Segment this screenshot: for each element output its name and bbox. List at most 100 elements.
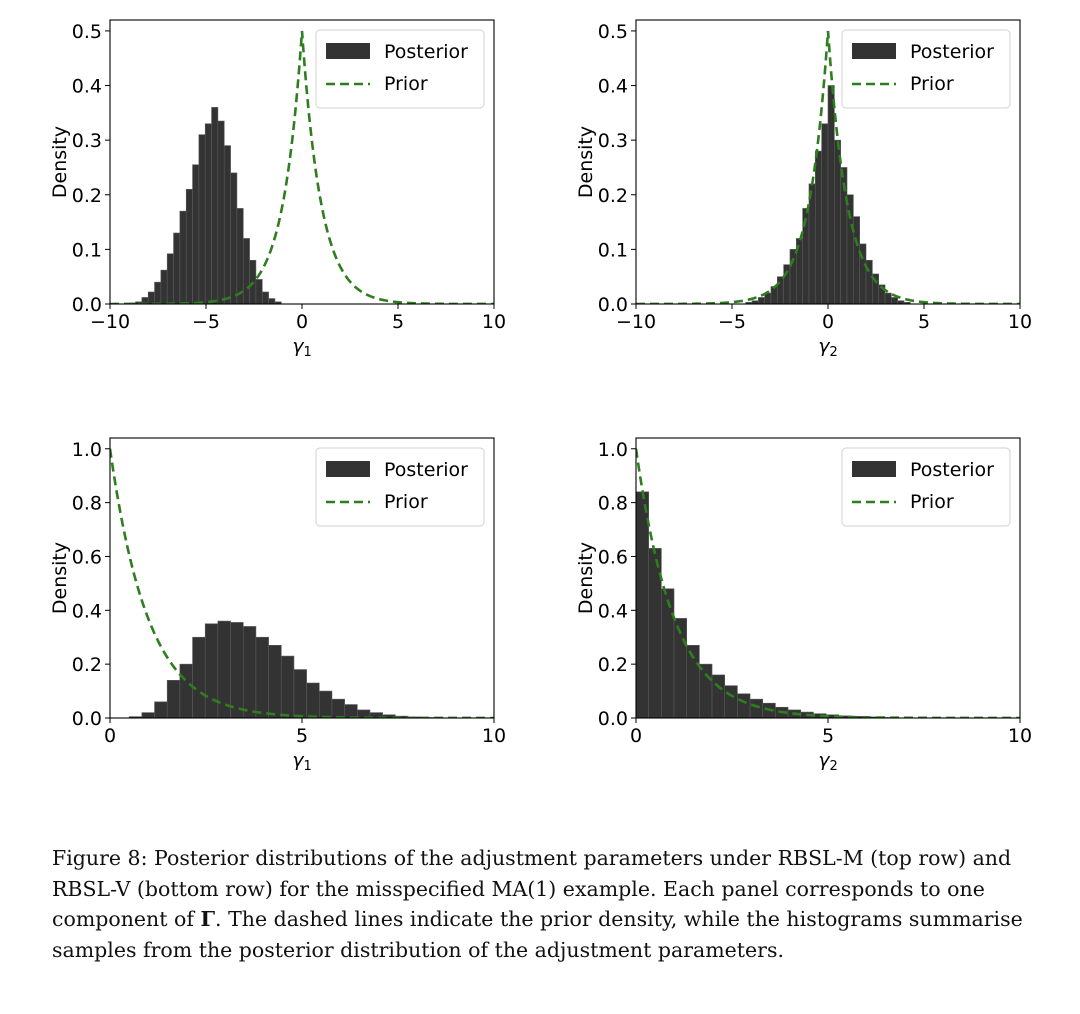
histogram-bar	[699, 663, 713, 718]
legend: Posterior Prior	[315, 29, 485, 109]
plot-area	[110, 448, 494, 718]
histogram-bar	[789, 249, 797, 304]
x-axis-label-symbol: γ	[292, 335, 305, 357]
histogram-bar	[827, 85, 835, 304]
histogram-bar	[891, 297, 898, 304]
histogram-bar	[758, 297, 765, 304]
histogram-bar	[884, 292, 892, 304]
y-axis-label: Density	[49, 542, 71, 614]
y-tick-label: 0.3	[72, 130, 102, 152]
posterior-histogram	[128, 107, 282, 304]
caption-text-before: Posterior distributions of the adjustmen…	[52, 846, 1012, 931]
histogram-bar	[141, 712, 155, 718]
x-axis-label-subscript: 2	[829, 759, 837, 774]
panel-top-right: −10 −5 0 5 10 0.0 0.1 0.2 0.3 0.4 0.5 γ2 Density Post…	[575, 19, 1032, 360]
histogram-bar	[192, 164, 200, 304]
histogram-bar	[242, 626, 257, 718]
y-tick-label: 0.2	[72, 654, 102, 676]
y-tick-label: 0.4	[72, 600, 102, 622]
histogram-bar	[318, 690, 333, 718]
panel-bottom-right: 0 5 10 0.0 0.2 0.4 0.6 0.8 1.0 γ2 Density Posterior…	[575, 437, 1032, 774]
histogram-bar	[179, 210, 187, 304]
x-axis-label-subscript: 1	[303, 345, 311, 360]
histogram-bar	[154, 701, 168, 718]
x-axis-label: γ2	[818, 749, 838, 774]
legend-posterior-label: Posterior	[384, 41, 468, 63]
posterior-histogram	[745, 85, 911, 304]
y-tick-label: 0.2	[72, 185, 102, 207]
legend-posterior-swatch	[852, 461, 896, 477]
x-tick-label: 0	[822, 311, 834, 333]
x-axis-label: γ2	[818, 335, 838, 360]
histogram-bar	[147, 291, 155, 304]
y-tick-label: 0.1	[72, 239, 102, 261]
y-tick-label: 0.2	[598, 654, 628, 676]
figure-caption: Figure 8: Posterior distributions of the…	[52, 843, 1062, 965]
y-tick-label: 0.0	[598, 294, 628, 316]
histogram-bar	[737, 693, 751, 718]
histogram-bar	[344, 704, 358, 718]
legend: Posterior Prior	[315, 447, 485, 527]
legend-posterior-swatch	[326, 43, 370, 59]
y-tick-label: 0.1	[598, 239, 628, 261]
panel-bottom-left: 0 5 10 0.0 0.2 0.4 0.6 0.8 1.0 γ1 Density Posterior…	[49, 437, 506, 774]
histogram-bar	[280, 655, 295, 718]
x-tick-label: 5	[392, 311, 404, 333]
x-tick-label: −5	[192, 311, 220, 333]
y-tick-label: 0.8	[598, 493, 628, 515]
histogram-bar	[217, 120, 225, 304]
y-axis-label: Density	[49, 126, 71, 198]
histogram-bar	[204, 123, 212, 304]
legend-posterior-label: Posterior	[910, 41, 994, 63]
y-tick-label: 0.6	[72, 546, 102, 568]
legend: Posterior Prior	[841, 29, 1011, 109]
histogram-bar	[268, 645, 282, 718]
x-tick-label: −5	[718, 311, 746, 333]
histogram-bar	[173, 232, 181, 304]
histogram-bar	[268, 298, 276, 304]
y-tick-label: 0.8	[72, 493, 102, 515]
histogram-bar	[166, 253, 174, 304]
histogram-bar	[834, 139, 841, 304]
histogram-bar	[808, 183, 816, 304]
x-tick-label: 10	[1008, 311, 1032, 333]
plot-area	[636, 448, 1020, 718]
x-tick-label: −10	[90, 311, 130, 333]
histogram-bar	[749, 698, 764, 718]
y-axis-label: Density	[575, 542, 597, 614]
x-tick-label: 5	[822, 725, 834, 747]
histogram-bar	[166, 680, 181, 718]
histogram-bar	[821, 123, 829, 304]
legend-prior-label: Prior	[384, 491, 428, 513]
caption-label: Figure 8:	[52, 846, 155, 870]
histogram-bar	[198, 134, 206, 304]
histogram-bar	[179, 663, 193, 718]
x-tick-label: 5	[296, 725, 308, 747]
x-axis-label-subscript: 2	[829, 345, 837, 360]
y-tick-label: 1.0	[598, 439, 628, 461]
histogram-bar	[211, 107, 219, 304]
figure: −10 −5 0 5 100.00.10.20.30.40.5γ1DensityPost…	[49, 19, 1032, 774]
histogram-bar	[293, 669, 307, 718]
y-tick-label: 0.5	[72, 21, 102, 43]
histogram-bar	[223, 145, 231, 304]
y-tick-label: 0.4	[598, 600, 628, 622]
x-tick-label: 10	[482, 725, 506, 747]
caption-text-after: . The dashed lines indicate the prior de…	[52, 907, 1023, 962]
y-tick-label: 0.2	[598, 185, 628, 207]
y-axis-label: Density	[575, 126, 597, 198]
histogram-bar	[236, 208, 244, 304]
panel-top-left: −10 −5 0 5 10 0.0 0.1 0.2 0.3 0.4 0.5 γ1 Density Post…	[49, 19, 506, 360]
legend-posterior-swatch	[852, 43, 896, 59]
histogram-bar	[255, 636, 269, 718]
x-axis-label: γ1	[292, 335, 312, 360]
y-tick-label: 0.3	[598, 130, 628, 152]
prior-density-curve	[636, 448, 1020, 718]
histogram-bar	[192, 636, 206, 718]
x-tick-label: 0	[630, 725, 642, 747]
histogram-bar	[204, 623, 219, 718]
histogram-bar	[230, 622, 244, 718]
plot-area	[110, 30, 494, 304]
x-axis-label-subscript: 1	[303, 759, 311, 774]
legend-posterior-label: Posterior	[910, 459, 994, 481]
